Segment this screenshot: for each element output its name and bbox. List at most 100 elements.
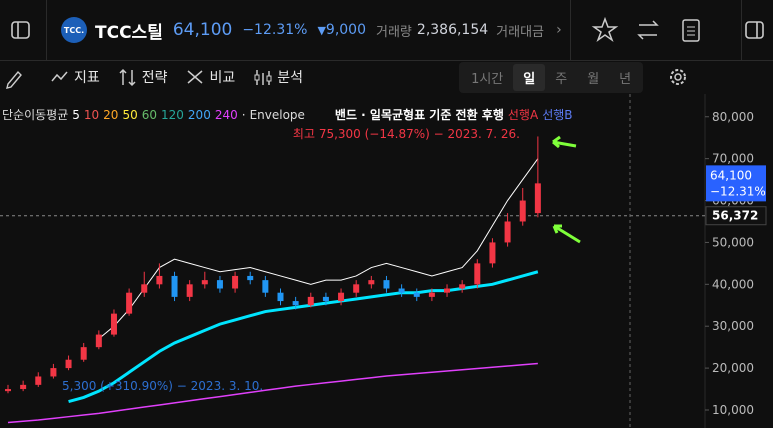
- envelope: Envelope: [250, 108, 305, 122]
- candle-body: [353, 284, 360, 293]
- candle-body: [65, 359, 72, 369]
- ma-period: 200: [188, 108, 211, 122]
- last-pct: −12.31%: [710, 184, 766, 198]
- candle-body: [95, 334, 102, 348]
- span-a: 선행A: [508, 107, 539, 122]
- settings-icon[interactable]: [658, 62, 698, 92]
- strategy-button[interactable]: 전략: [118, 67, 168, 87]
- last-price: 64,100: [710, 168, 752, 182]
- candle-body: [383, 280, 390, 289]
- candle-body: [20, 384, 27, 390]
- candle-body: [201, 280, 208, 285]
- timeframe[interactable]: 1시간: [471, 71, 504, 87]
- y-tick-label: 40,000: [712, 277, 754, 291]
- ma-period: 50: [122, 108, 137, 122]
- volume: 2,386,154: [416, 22, 489, 38]
- panel-icon[interactable]: [742, 13, 772, 47]
- ma-period: 20: [103, 108, 118, 122]
- arrow: [552, 135, 577, 149]
- candle-body: [247, 275, 254, 281]
- ma-period: 240: [215, 108, 238, 122]
- candle-body: [322, 296, 329, 302]
- candle-body: [50, 368, 57, 377]
- candle-body: [428, 292, 435, 297]
- timeframe[interactable]: 일: [513, 63, 546, 91]
- candle-body: [307, 296, 314, 306]
- candle-body: [110, 313, 117, 335]
- volume-label: 거래량: [376, 24, 412, 40]
- ma-period: 10: [84, 108, 99, 122]
- label: 비교: [209, 70, 236, 86]
- ma-label: 단순이동평균: [2, 108, 68, 122]
- chart: 10,00020,00030,00040,00050,00060,00070,0…: [0, 94, 767, 428]
- candle-body: [398, 288, 405, 293]
- symbol[interactable]: TCC스틸: [95, 22, 163, 43]
- legend: 단순이동평균 5 10 20 50 60 120 200 240 · Envelope 밴드 · 일목…: [2, 107, 573, 122]
- layout-icon[interactable]: [4, 13, 38, 47]
- draw-icon[interactable]: [0, 62, 50, 92]
- header-icons[interactable]: [571, 10, 741, 50]
- line-price: 56,372: [712, 209, 758, 223]
- candle-body: [80, 347, 87, 360]
- last-price-tag: [706, 165, 766, 202]
- toolbar: 지표 전략 비교 분석 1시간 일 주 월 년: [0, 60, 773, 94]
- candle-body: [519, 200, 526, 222]
- candle-body: [5, 389, 11, 392]
- candle-body: [277, 292, 284, 302]
- label: 분석: [277, 70, 304, 86]
- dot: ·: [242, 108, 246, 122]
- indicator-line: [98, 158, 539, 340]
- candle-body: [489, 242, 496, 264]
- candle-body: [171, 275, 178, 297]
- candle-body: [474, 263, 481, 285]
- label: 전략: [141, 70, 168, 86]
- compare-button[interactable]: 비교: [186, 67, 236, 87]
- candle-body: [232, 275, 239, 289]
- change: 9,000: [325, 22, 367, 38]
- candle-body: [35, 376, 42, 385]
- change-pct: −12.31%: [242, 22, 308, 38]
- candle-body: [292, 301, 299, 306]
- candle-body: [156, 275, 163, 285]
- y-tick-label: 20,000: [712, 361, 754, 375]
- indicator-line: [68, 270, 539, 404]
- indicators-button[interactable]: 지표: [50, 67, 100, 87]
- candle-body: [459, 284, 466, 289]
- span-b: 선행B: [542, 107, 572, 122]
- timeframe[interactable]: 년: [619, 71, 632, 87]
- arrow: [552, 224, 581, 244]
- candle-body: [141, 284, 148, 293]
- price: 64,100: [172, 20, 233, 40]
- amount-label: 거래대금: [496, 24, 545, 40]
- timeframe[interactable]: 월: [587, 71, 600, 87]
- candle-body: [338, 292, 345, 302]
- candle-body: [444, 288, 451, 293]
- more[interactable]: ›: [556, 22, 562, 38]
- ma-period: 120: [161, 108, 184, 122]
- y-tick-label: 50,000: [712, 235, 754, 249]
- y-tick-label: 80,000: [712, 110, 754, 124]
- ma-period: 60: [142, 108, 157, 122]
- candle-body: [504, 221, 511, 243]
- label: 지표: [74, 70, 100, 86]
- logo: TCC.: [61, 17, 87, 43]
- line-price-tag: [705, 206, 767, 226]
- down-arrow: ▼: [317, 23, 326, 37]
- candle-body: [216, 280, 223, 289]
- indicator-line: [7, 362, 538, 424]
- analysis-button[interactable]: 분석: [253, 67, 303, 87]
- y-tick-label: 70,000: [712, 152, 754, 166]
- candle-body: [368, 280, 375, 285]
- candle-body: [413, 292, 420, 297]
- ichimoku: 밴드 · 일목균형표 기준 전환 후행: [335, 107, 504, 122]
- low-annotation: 5,300 (+310.90%) − 2023. 3. 10.: [62, 379, 263, 393]
- candle-body: [186, 284, 193, 297]
- timeframe[interactable]: 주: [555, 71, 568, 87]
- candle-body: [126, 292, 133, 314]
- timeframes: 1시간 일 주 월 년: [459, 61, 644, 93]
- ma-period: 5: [72, 108, 80, 122]
- y-tick-label: 30,000: [712, 319, 754, 333]
- high-annotation: 최고 75,300 (−14.87%) − 2023. 7. 26.: [293, 127, 520, 141]
- candle-body: [262, 280, 269, 293]
